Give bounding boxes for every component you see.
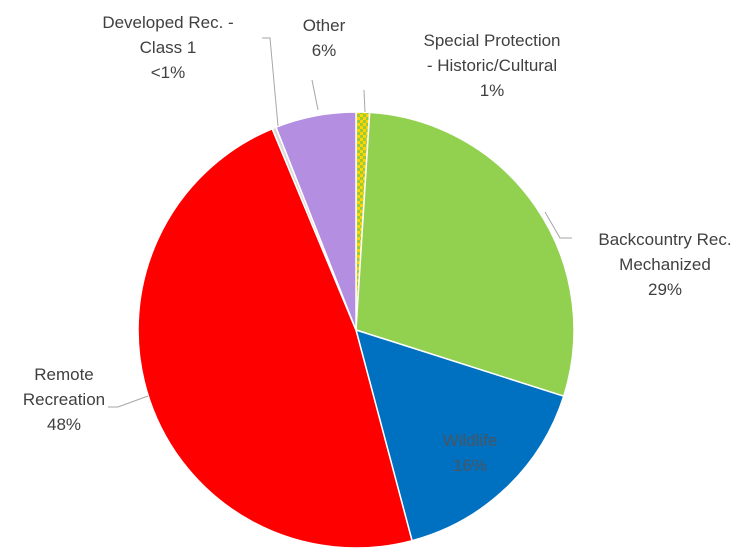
data-label-text: Mechanized <box>619 255 711 274</box>
pie-slice-5 <box>275 111 357 331</box>
data-label-value: 16% <box>453 456 487 475</box>
data-label-text: Special Protection <box>423 31 560 50</box>
data-label-text: Developed Rec. - <box>102 13 233 32</box>
data-label-text: Wildlife <box>443 431 498 450</box>
data-label-value: 29% <box>648 280 682 299</box>
leader-line-4 <box>262 37 279 127</box>
pie-slice-2 <box>354 328 565 542</box>
data-label-value: 48% <box>47 415 81 434</box>
data-label-3: Remote Recreation 48% <box>23 365 105 434</box>
data-label-0: Special Protection - Historic/Cultural 1% <box>423 31 560 100</box>
data-label-value: 1% <box>480 81 505 100</box>
leader-line-0 <box>363 89 366 113</box>
data-label-2: Wildlife 16% <box>443 431 498 475</box>
data-label-text: Remote <box>34 365 94 384</box>
pie-slice-3 <box>137 127 413 549</box>
leader-line-3 <box>108 395 149 408</box>
data-label-value: <1% <box>151 63 186 82</box>
data-label-4: Developed Rec. - Class 1 <1% <box>102 13 233 82</box>
data-label-text: Class 1 <box>140 38 197 57</box>
data-label-1: Backcountry Rec. Mechanized 29% <box>598 230 731 299</box>
leader-line-1 <box>544 211 572 239</box>
pie-slice-1 <box>355 111 575 398</box>
data-label-text: - Historic/Cultural <box>427 56 557 75</box>
data-label-text: Recreation <box>23 390 105 409</box>
data-label-text: Other <box>303 16 346 35</box>
data-label-value: 6% <box>312 41 337 60</box>
data-label-text: Backcountry Rec. <box>598 230 731 249</box>
leader-line-5 <box>311 79 319 111</box>
data-label-5: Other 6% <box>303 16 346 60</box>
